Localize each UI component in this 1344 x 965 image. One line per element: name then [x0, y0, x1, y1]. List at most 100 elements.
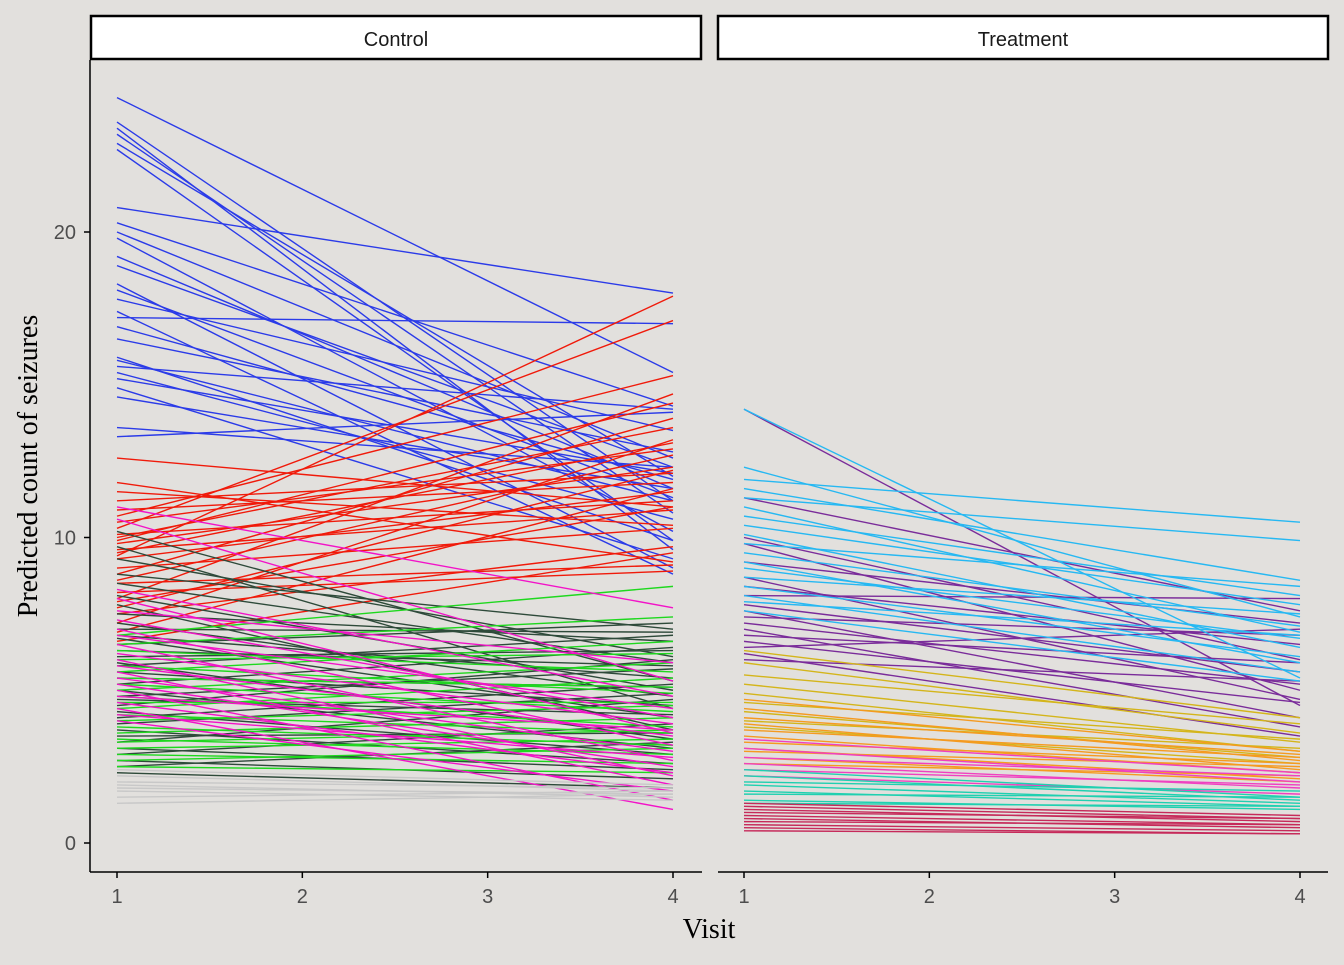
treatment-x-tick-label-4: 4 [1294, 886, 1305, 908]
x-axis-title: Visit [683, 914, 736, 945]
treatment-line-pink-2 [743, 756, 1301, 777]
control-line-blue-14 [116, 298, 674, 432]
treatment-line-skyblue-9 [743, 542, 1301, 588]
treatment-group-skyblue [743, 408, 1301, 682]
control-line-blue-17 [116, 326, 674, 481]
control-group-blue [116, 96, 674, 575]
control-line-red-5 [116, 374, 674, 517]
treatment-line-pink-0 [743, 738, 1301, 774]
control-line-blue-13 [116, 289, 674, 499]
treatment-line-skyblue-12 [743, 567, 1301, 640]
treatment-x-tick-label-2: 2 [924, 886, 935, 908]
treatment-line-purple-2 [743, 536, 1301, 661]
control-line-darkgreen-31 [116, 723, 674, 756]
treatment-line-skyblue-0 [743, 408, 1301, 679]
treatment-line-skyblue-8 [743, 533, 1301, 649]
control-line-magenta-8 [116, 643, 674, 762]
control-line-red-2 [116, 490, 674, 526]
control-line-gray-0 [116, 768, 674, 786]
control-group-red [116, 295, 674, 643]
treatment-line-crimson-0 [743, 802, 1301, 817]
control-line-gray-1 [116, 775, 674, 792]
control-x-tick-label-2: 2 [297, 886, 308, 908]
control-line-darkgreen-34 [116, 772, 674, 789]
treatment-line-pink-4 [743, 768, 1301, 786]
treatment-line-pink-3 [743, 762, 1301, 789]
control-line-magenta-13 [116, 677, 674, 753]
treatment-group-crimson [743, 802, 1301, 835]
control-line-green-5 [116, 640, 674, 673]
treatment-line-purple-14 [743, 640, 1301, 704]
y-tick-label-20: 20 [54, 222, 76, 244]
control-line-red-9 [116, 426, 674, 539]
treatment-line-purple-15 [743, 628, 1301, 649]
treatment-line-purple-12 [743, 628, 1301, 728]
treatment-line-skyblue-10 [743, 552, 1301, 627]
treatment-line-purple-4 [743, 561, 1301, 624]
treatment-lines-layer [743, 408, 1301, 835]
treatment-line-crimson-9 [743, 830, 1301, 835]
treatment-group-purple [743, 408, 1301, 737]
control-line-magenta-19 [116, 713, 674, 759]
control-line-blue-0 [116, 96, 674, 374]
treatment-line-teal-7 [743, 802, 1301, 808]
treatment-line-orange-4 [743, 729, 1301, 759]
treatment-line-purple-3 [743, 542, 1301, 691]
treatment-line-crimson-7 [743, 823, 1301, 832]
treatment-line-skyblue-15 [743, 594, 1301, 673]
control-line-blue-7 [116, 222, 674, 407]
control-x-tick-label-1: 1 [111, 886, 122, 908]
control-line-darkgreen-14 [116, 649, 674, 658]
treatment-line-skyblue-4 [743, 497, 1301, 542]
control-line-blue-19 [116, 356, 674, 542]
control-line-darkgreen-6 [116, 604, 674, 731]
strip-control: Control [89, 14, 703, 61]
control-line-darkgreen-11 [116, 637, 674, 719]
control-line-red-22 [116, 506, 674, 603]
treatment-line-yellow-1 [743, 662, 1301, 734]
treatment-group-teal [743, 768, 1301, 811]
control-line-magenta-10 [116, 659, 674, 777]
control-line-gray-6 [116, 790, 674, 798]
control-line-red-13 [116, 442, 674, 554]
treatment-line-skyblue-14 [743, 585, 1301, 658]
control-line-magenta-7 [116, 634, 674, 710]
treatment-line-crimson-4 [743, 814, 1301, 826]
control-line-darkgreen-7 [116, 613, 674, 643]
control-line-red-20 [116, 570, 674, 594]
control-line-magenta-17 [116, 701, 674, 774]
treatment-line-skyblue-17 [743, 610, 1301, 682]
y-axis-title: Predicted count of seizures [13, 315, 44, 617]
control-line-red-24 [116, 545, 674, 615]
treatment-line-skyblue-3 [743, 487, 1301, 581]
treatment-line-orange-2 [743, 717, 1301, 756]
control-line-blue-18 [116, 338, 674, 453]
y-tick-label-0: 0 [65, 833, 76, 855]
control-line-blue-16 [116, 316, 674, 325]
control-line-blue-21 [116, 365, 674, 410]
control-line-magenta-14 [116, 683, 674, 768]
treatment-line-yellow-2 [743, 674, 1301, 725]
control-line-red-23 [116, 469, 674, 609]
treatment-line-crimson-1 [743, 805, 1301, 820]
control-line-red-3 [116, 472, 674, 502]
control-line-magenta-3 [116, 597, 674, 734]
control-line-red-16 [116, 527, 674, 569]
treatment-line-skyblue-13 [743, 576, 1301, 615]
treatment-group-pink [743, 738, 1301, 795]
control-line-gray-5 [116, 790, 674, 801]
treatment-line-teal-2 [743, 781, 1301, 792]
treatment-line-purple-9 [743, 610, 1301, 719]
treatment-line-yellow-8 [743, 726, 1301, 765]
control-line-red-25 [116, 439, 674, 624]
treatment-line-teal-0 [743, 768, 1301, 798]
control-line-red-26 [116, 487, 674, 633]
control-lines-layer [116, 96, 674, 811]
control-line-red-7 [116, 319, 674, 529]
control-line-blue-24 [116, 387, 674, 560]
strip-label-treatment: Treatment [978, 29, 1069, 51]
control-line-red-10 [116, 402, 674, 542]
control-group-green [116, 585, 674, 774]
control-line-gray-4 [116, 787, 674, 795]
